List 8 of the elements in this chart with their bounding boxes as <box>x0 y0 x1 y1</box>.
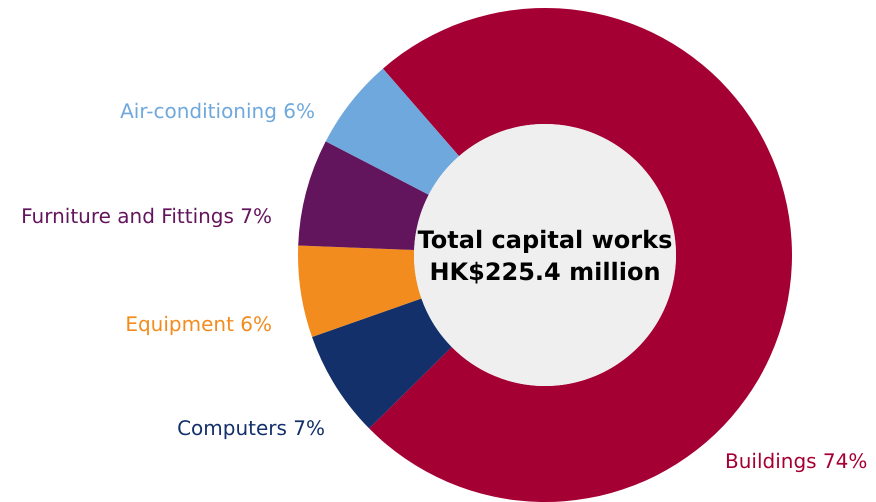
slice-label: Buildings 74% <box>725 449 868 473</box>
slice-label: Furniture and Fittings 7% <box>21 204 272 228</box>
slice-label: Equipment 6% <box>125 312 272 336</box>
slice-label: Air-conditioning 6% <box>120 99 315 123</box>
slice-label: Computers 7% <box>177 416 325 440</box>
donut-slice <box>326 68 460 195</box>
text: HK$225.4 million <box>429 258 661 286</box>
text: Total capital works <box>418 226 672 254</box>
